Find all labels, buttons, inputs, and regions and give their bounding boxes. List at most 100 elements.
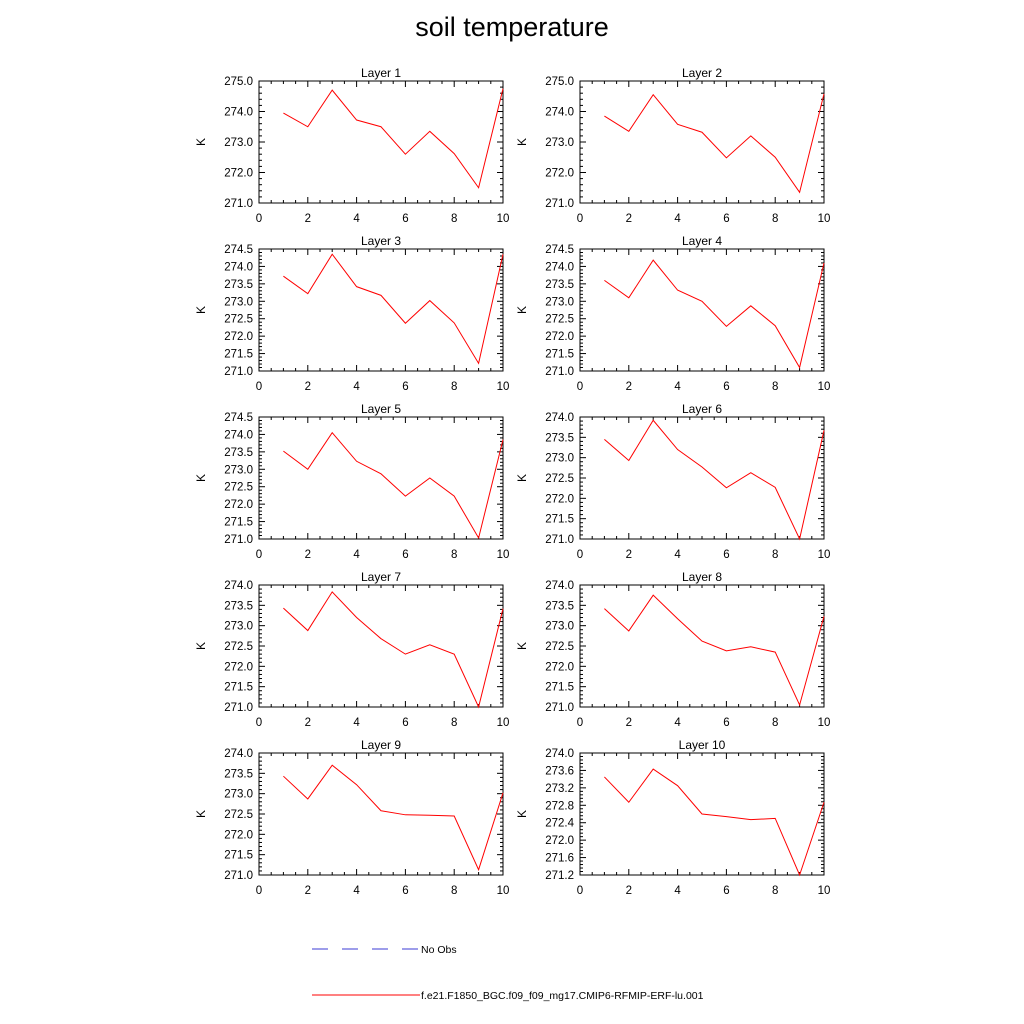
x-tick-label: 0	[256, 213, 262, 225]
y-tick-label: 273.0	[224, 789, 253, 801]
y-tick-label: 274.5	[224, 244, 253, 256]
y-tick-label: 272.0	[545, 331, 574, 343]
y-tick-label: 271.5	[545, 682, 574, 694]
panel-4: Layer 4 K 0 2 4 6 8 10 271.0 271.5 272.0 272.5 273.0…	[515, 234, 830, 393]
x-tick-label: 10	[497, 549, 510, 561]
x-tick-label: 6	[402, 549, 408, 561]
panel-title: Layer 4	[682, 234, 722, 248]
y-tick-label: 272.0	[224, 331, 253, 343]
series-line	[283, 88, 504, 189]
y-tick-label: 275.0	[545, 76, 574, 88]
x-tick-label: 0	[577, 213, 583, 225]
y-tick-label: 273.5	[545, 432, 574, 444]
y-tick-label: 274.0	[224, 261, 253, 273]
x-tick-label: 4	[353, 381, 360, 393]
y-axis-label: K	[194, 642, 208, 650]
x-tick-label: 6	[723, 381, 729, 393]
y-tick-label: 272.5	[545, 473, 574, 485]
x-tick-label: 0	[256, 885, 262, 897]
panel-10: Layer 10 K 0 2 4 6 8 10 271.2 271.6 272.0 272.4 272.…	[515, 738, 830, 897]
x-tick-label: 2	[626, 213, 632, 225]
panel-title: Layer 3	[361, 234, 401, 248]
x-tick-label: 4	[353, 213, 360, 225]
y-axis-label: K	[515, 474, 529, 482]
y-tick-label: 272.8	[545, 800, 574, 812]
x-tick-label: 6	[402, 885, 408, 897]
y-tick-label: 273.2	[545, 783, 574, 795]
x-tick-label: 0	[577, 381, 583, 393]
y-tick-label: 271.2	[545, 870, 574, 882]
y-tick-label: 271.0	[224, 198, 253, 210]
panel-9: Layer 9 K 0 2 4 6 8 10 271.0 271.5 272.0 272.5 273.0…	[194, 738, 509, 897]
y-tick-label: 274.5	[545, 244, 574, 256]
plot-frame	[258, 80, 504, 204]
y-tick-label: 273.0	[224, 464, 253, 476]
panel-2: Layer 2 K 0 2 4 6 8 10 271.0 272.0 273.0 274.0 275.0	[515, 66, 830, 225]
y-axis-label: K	[515, 810, 529, 818]
y-tick-label: 274.0	[545, 580, 574, 592]
x-tick-label: 6	[723, 213, 729, 225]
series-line	[283, 591, 504, 709]
panel-title: Layer 10	[679, 738, 726, 752]
legend-label: f.e21.F1850_BGC.f09_f09_mg17.CMIP6-RFMIP…	[421, 990, 704, 1002]
series-line	[283, 253, 504, 365]
y-tick-label: 273.0	[224, 137, 253, 149]
y-tick-label: 272.5	[545, 641, 574, 653]
plot-frame	[258, 584, 504, 708]
y-tick-label: 272.0	[224, 168, 253, 180]
y-axis-label: K	[515, 306, 529, 314]
y-tick-label: 272.0	[224, 499, 253, 511]
series-line	[283, 431, 504, 540]
y-tick-label: 271.5	[545, 349, 574, 361]
x-tick-label: 8	[772, 717, 778, 729]
x-tick-label: 10	[818, 213, 831, 225]
x-tick-label: 0	[256, 381, 262, 393]
y-tick-label: 271.0	[224, 534, 253, 546]
y-tick-label: 271.5	[224, 349, 253, 361]
x-tick-label: 0	[577, 717, 583, 729]
plot-frame	[258, 416, 504, 540]
x-tick-label: 10	[497, 213, 510, 225]
x-tick-label: 2	[626, 381, 632, 393]
y-tick-label: 272.0	[545, 835, 574, 847]
y-tick-label: 273.5	[224, 768, 253, 780]
y-tick-label: 271.5	[224, 850, 253, 862]
y-axis-label: K	[194, 306, 208, 314]
x-tick-label: 8	[451, 885, 457, 897]
x-tick-label: 2	[626, 717, 632, 729]
plot-frame	[579, 80, 825, 204]
x-tick-label: 6	[723, 717, 729, 729]
panel-title: Layer 9	[361, 738, 401, 752]
panel-3: Layer 3 K 0 2 4 6 8 10 271.0 271.5 272.0 272.5 273.0…	[194, 234, 509, 393]
x-tick-label: 2	[305, 381, 311, 393]
panel-title: Layer 1	[361, 66, 401, 80]
y-tick-label: 274.0	[545, 261, 574, 273]
x-tick-label: 4	[353, 717, 360, 729]
x-tick-label: 0	[256, 717, 262, 729]
y-tick-label: 273.6	[545, 765, 574, 777]
y-tick-label: 271.0	[224, 702, 253, 714]
panel-8: Layer 8 K 0 2 4 6 8 10 271.0 271.5 272.0 272.5 273.0…	[515, 570, 830, 729]
x-tick-label: 6	[402, 717, 408, 729]
y-tick-label: 274.5	[224, 412, 253, 424]
x-tick-label: 6	[402, 213, 408, 225]
y-tick-label: 274.0	[545, 412, 574, 424]
x-tick-label: 8	[772, 213, 778, 225]
x-tick-label: 8	[772, 885, 778, 897]
y-tick-label: 272.0	[224, 661, 253, 673]
y-tick-label: 272.5	[224, 314, 253, 326]
y-tick-label: 272.5	[545, 314, 574, 326]
y-tick-label: 274.0	[224, 107, 253, 119]
x-tick-label: 8	[451, 717, 457, 729]
y-tick-label: 274.0	[545, 748, 574, 760]
x-tick-label: 2	[305, 717, 311, 729]
x-tick-label: 10	[497, 381, 510, 393]
y-tick-label: 273.0	[545, 296, 574, 308]
x-tick-label: 10	[497, 885, 510, 897]
x-tick-label: 8	[772, 549, 778, 561]
plot-frame	[258, 752, 504, 876]
y-tick-label: 273.5	[224, 279, 253, 291]
x-tick-label: 2	[305, 885, 311, 897]
y-tick-label: 273.5	[224, 600, 253, 612]
y-tick-label: 271.5	[545, 514, 574, 526]
